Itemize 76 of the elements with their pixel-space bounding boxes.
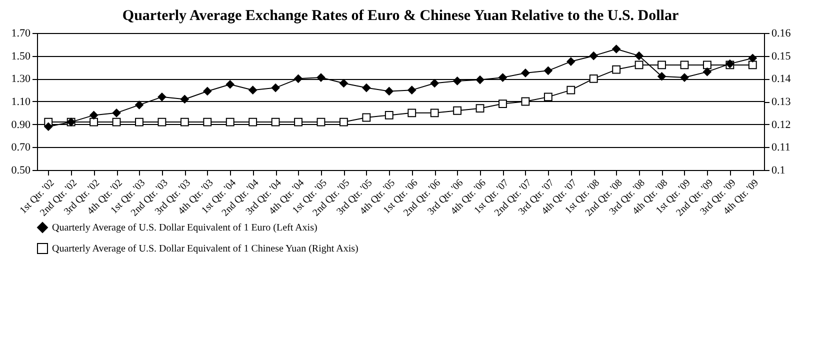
- point: [634, 60, 644, 70]
- point: [566, 57, 576, 66]
- point: [362, 84, 371, 92]
- point: [203, 87, 212, 96]
- point: [658, 72, 666, 81]
- point: [521, 68, 530, 78]
- y2-tick-label: 0.14: [772, 73, 792, 86]
- point: [408, 86, 416, 94]
- point: [453, 106, 462, 115]
- point: [226, 80, 234, 89]
- point: [589, 74, 598, 83]
- point: [589, 52, 598, 60]
- y-tick-label: 0.50: [11, 164, 31, 176]
- point: [203, 118, 212, 126]
- y2-tick-label: 0.15: [772, 50, 792, 62]
- y-tick-label: 0.70: [11, 142, 31, 154]
- chart-title: Quarterly Average Exchange Rates of Euro & Chinese Yuan Relative to the U.S. Dollar: [122, 8, 679, 24]
- y2-tick-label: 0.12: [772, 118, 791, 131]
- point: [271, 118, 280, 126]
- point: [702, 68, 712, 76]
- point: [430, 108, 439, 118]
- point: [612, 44, 621, 54]
- legend-label: Quarterly Average of U.S. Dollar Equivalent of 1 Chinese Yuan (Right Axis): [52, 244, 358, 254]
- point: [112, 118, 121, 126]
- point: [316, 118, 326, 126]
- point: [384, 110, 394, 120]
- point: [612, 65, 621, 74]
- point: [112, 108, 121, 118]
- point: [544, 66, 552, 75]
- point: [544, 92, 552, 102]
- y2-tick-label: 0.11: [772, 142, 790, 154]
- point: [180, 118, 189, 126]
- point: [384, 87, 394, 96]
- point: [90, 110, 98, 120]
- point: [634, 52, 644, 60]
- y2-tick-label: 0.13: [772, 96, 792, 108]
- point: [339, 79, 348, 88]
- y2-tick-label: 0.1: [772, 164, 786, 176]
- point: [430, 79, 439, 88]
- point: [135, 118, 144, 126]
- point: [476, 76, 484, 84]
- point: [316, 73, 326, 82]
- point: [90, 118, 98, 126]
- y-tick-label: 1.30: [11, 73, 31, 86]
- point: [294, 118, 302, 126]
- point: [135, 100, 144, 110]
- point: [476, 104, 484, 113]
- point: [271, 84, 280, 92]
- point: [453, 76, 462, 86]
- y-tick-label: 0.90: [11, 118, 31, 131]
- point: [226, 118, 234, 126]
- point: [362, 113, 371, 122]
- point: [498, 100, 507, 108]
- y-tick-label: 1.50: [11, 50, 31, 62]
- legend-label: Quarterly Average of U.S. Dollar Equivalent of 1 Euro (Left Axis): [52, 222, 318, 234]
- point: [566, 86, 576, 94]
- point: [680, 60, 689, 70]
- point: [408, 108, 416, 118]
- point: [158, 118, 166, 126]
- point: [658, 60, 666, 70]
- y-tick-label: 1.70: [11, 28, 31, 40]
- point: [498, 73, 507, 82]
- point: [158, 92, 166, 102]
- y-tick-label: 1.10: [11, 96, 31, 108]
- point: [294, 74, 302, 83]
- point: [180, 95, 189, 104]
- y2-tick-label: 0.16: [772, 28, 792, 40]
- point: [748, 54, 757, 62]
- point: [248, 86, 258, 94]
- point: [680, 73, 689, 82]
- point: [521, 97, 530, 106]
- point: [702, 60, 712, 70]
- point: [339, 118, 348, 126]
- point: [748, 60, 757, 70]
- point: [44, 122, 53, 131]
- point: [248, 118, 258, 126]
